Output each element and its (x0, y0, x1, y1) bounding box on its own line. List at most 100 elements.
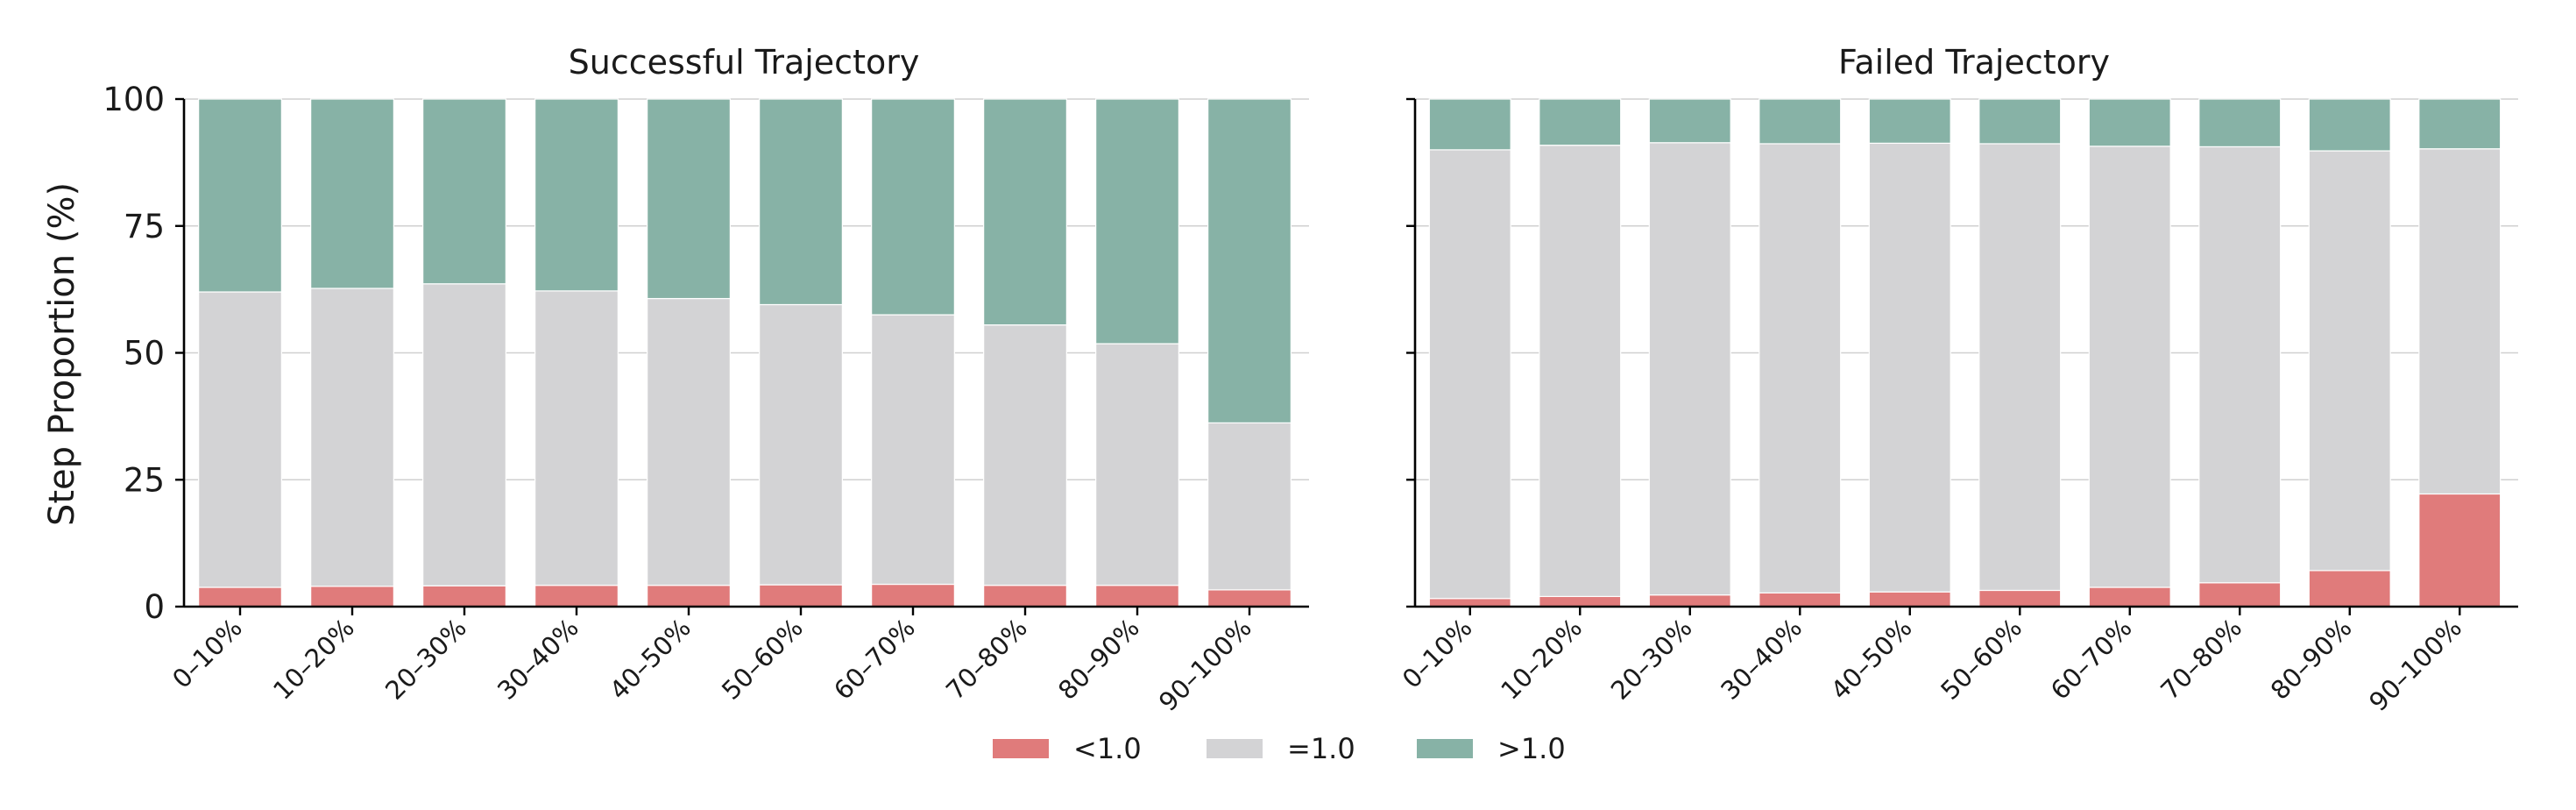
x-tick-label: 40–50% (1825, 613, 1918, 706)
y-ticks (1406, 97, 1415, 608)
x-tick-label: 0–10% (1397, 613, 1478, 694)
bar-segment-gt1-9 (2308, 98, 2391, 152)
y-tick-label: 25 (124, 461, 165, 499)
legend-label: >1.0 (1497, 732, 1566, 765)
x-tick-label: 80–90% (2265, 613, 2358, 706)
x-tick-label: 70–80% (2155, 613, 2247, 706)
x-tick-label: 50–60% (716, 613, 809, 706)
bars (198, 98, 1292, 608)
bar-segment-eq1-8 (2198, 146, 2282, 584)
bar-segment-lt1-8 (983, 585, 1067, 608)
bar-segment-eq1-6 (759, 303, 843, 586)
bar-segment-lt1-7 (871, 583, 955, 608)
bar-segment-eq1-4 (534, 290, 619, 586)
bar-segment-gt1-8 (983, 98, 1067, 326)
bar-segment-gt1-5 (1868, 98, 1951, 144)
bar-segment-lt1-5 (647, 585, 731, 608)
legend: <1.0 =1.0 >1.0 (993, 732, 1566, 765)
bar-segment-gt1-9 (1095, 98, 1179, 345)
bar-segment-gt1-7 (2088, 98, 2171, 147)
bar-segment-eq1-3 (1648, 142, 1731, 596)
bar-segment-gt1-10 (1207, 98, 1292, 424)
x-tick-label: 10–20% (1495, 613, 1588, 706)
x-tick-label: 20–30% (1605, 613, 1698, 706)
x-tick-label: 0–10% (166, 613, 248, 694)
y-ticks: 0 25 50 75 100 (103, 81, 184, 626)
bar-segment-eq1-2 (1539, 145, 1622, 598)
bar-segment-eq1-9 (2308, 150, 2391, 572)
bar-segment-lt1-5 (1868, 591, 1951, 608)
bar-segment-lt1-2 (310, 586, 394, 608)
bar-segment-eq1-9 (1095, 343, 1179, 586)
bar-segment-gt1-4 (534, 98, 619, 292)
x-tick-label: 30–40% (492, 613, 584, 706)
legend-swatch (1207, 739, 1263, 758)
bar-segment-eq1-10 (1207, 422, 1292, 591)
bar-segment-eq1-1 (1428, 149, 1511, 600)
bar-segment-lt1-10 (1207, 589, 1292, 608)
x-tick-label: 90–100% (2363, 613, 2467, 717)
bar-segment-gt1-6 (759, 98, 843, 306)
y-tick-label: 50 (124, 335, 165, 373)
bar-segment-lt1-3 (1648, 594, 1731, 608)
bar-segment-gt1-3 (1648, 98, 1731, 144)
bar-segment-gt1-2 (1539, 98, 1622, 146)
bar-segment-gt1-4 (1759, 98, 1842, 145)
legend-label: <1.0 (1073, 732, 1142, 765)
x-tick-label: 20–30% (379, 613, 472, 706)
bar-segment-eq1-5 (1868, 142, 1951, 593)
bar-segment-eq1-7 (871, 314, 955, 586)
y-tick-label: 75 (124, 208, 165, 245)
legend-swatch (993, 739, 1049, 758)
legend-label: =1.0 (1287, 732, 1355, 765)
bar-segment-eq1-10 (2418, 148, 2502, 495)
bar-segment-eq1-3 (422, 283, 506, 586)
x-tick-label: 50–60% (1935, 613, 2028, 706)
y-axis-label: Step Proportion (%) (42, 182, 82, 526)
bar-segment-lt1-1 (198, 586, 282, 608)
bar-segment-gt1-8 (2198, 98, 2282, 148)
bar-segment-lt1-7 (2088, 586, 2171, 608)
y-tick-label: 0 (144, 588, 165, 626)
x-tick-label: 10–20% (267, 613, 360, 706)
chart-title: Successful Trajectory (569, 43, 920, 82)
bar-segment-lt1-1 (1428, 598, 1511, 608)
x-tick-label: 40–50% (604, 613, 697, 706)
bar-segment-eq1-1 (198, 291, 282, 588)
bar-segment-gt1-5 (647, 98, 731, 300)
x-tick-label: 90–100% (1153, 613, 1257, 717)
bar-segment-gt1-2 (310, 98, 394, 289)
x-ticks: 0–10% 10–20% 20–30% 30–40% 40–50% 50–60% 60–70… (166, 607, 1257, 717)
x-tick-label: 30–40% (1715, 613, 1808, 706)
bar-segment-eq1-7 (2088, 146, 2171, 588)
bar-segment-gt1-1 (1428, 98, 1511, 151)
bar-segment-eq1-4 (1759, 143, 1842, 593)
failed-trajectory-panel: Failed Trajectory 0–10% 10–20% 20–30% 30–40… (1397, 43, 2518, 717)
bar-segment-lt1-9 (1095, 585, 1179, 608)
x-tick-label: 70–80% (940, 613, 1033, 706)
x-tick-label: 80–90% (1052, 613, 1145, 706)
successful-trajectory-panel: Successful Trajectory 0 25 50 75 100 0–10% 10–… (103, 43, 1309, 717)
bar-segment-gt1-1 (198, 98, 282, 293)
bar-segment-gt1-10 (2418, 98, 2502, 150)
x-tick-label: 60–70% (828, 613, 921, 706)
bar-segment-lt1-10 (2418, 493, 2502, 608)
bar-segment-lt1-6 (1978, 589, 2062, 608)
bar-segment-eq1-5 (647, 297, 731, 586)
bar-segment-gt1-7 (871, 98, 955, 316)
bar-segment-gt1-3 (422, 98, 506, 285)
chart-title: Failed Trajectory (1838, 43, 2110, 82)
bar-segment-lt1-6 (759, 584, 843, 608)
bar-segment-lt1-9 (2308, 570, 2391, 608)
bar-segment-lt1-4 (1759, 592, 1842, 608)
bar-segment-eq1-8 (983, 324, 1067, 586)
bar-segment-gt1-6 (1978, 98, 2062, 145)
bar-segment-lt1-4 (534, 585, 619, 608)
bar-segment-lt1-2 (1539, 595, 1622, 608)
x-tick-label: 60–70% (2045, 613, 2138, 706)
x-ticks: 0–10% 10–20% 20–30% 30–40% 40–50% 50–60% 60–70… (1397, 607, 2467, 717)
bars (1428, 98, 2502, 608)
legend-swatch (1417, 739, 1473, 758)
bar-segment-lt1-3 (422, 585, 506, 608)
